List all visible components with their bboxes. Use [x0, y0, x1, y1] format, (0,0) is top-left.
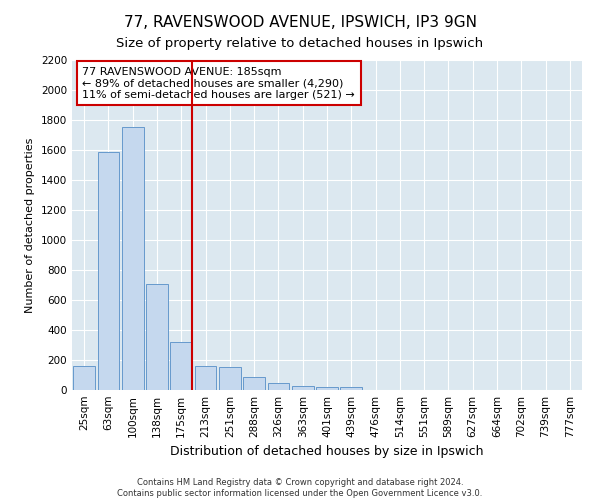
Text: 77 RAVENSWOOD AVENUE: 185sqm
← 89% of detached houses are smaller (4,290)
11% of: 77 RAVENSWOOD AVENUE: 185sqm ← 89% of de… [82, 66, 355, 100]
Bar [292, 386, 314, 390]
Bar [243, 376, 265, 390]
Text: Size of property relative to detached houses in Ipswich: Size of property relative to detached ho… [116, 38, 484, 51]
Text: 77, RAVENSWOOD AVENUE, IPSWICH, IP3 9GN: 77, RAVENSWOOD AVENUE, IPSWICH, IP3 9GN [124, 15, 476, 30]
Bar [122, 126, 143, 390]
X-axis label: Distribution of detached houses by size in Ipswich: Distribution of detached houses by size … [170, 446, 484, 458]
Text: Contains HM Land Registry data © Crown copyright and database right 2024.
Contai: Contains HM Land Registry data © Crown c… [118, 478, 482, 498]
Bar [268, 382, 289, 390]
Bar [146, 284, 168, 390]
Bar [219, 367, 241, 390]
Bar [316, 387, 338, 390]
Bar [97, 152, 119, 390]
Y-axis label: Number of detached properties: Number of detached properties [25, 138, 35, 312]
Bar [73, 366, 95, 390]
Bar [340, 387, 362, 390]
Bar [194, 366, 217, 390]
Bar [170, 342, 192, 390]
